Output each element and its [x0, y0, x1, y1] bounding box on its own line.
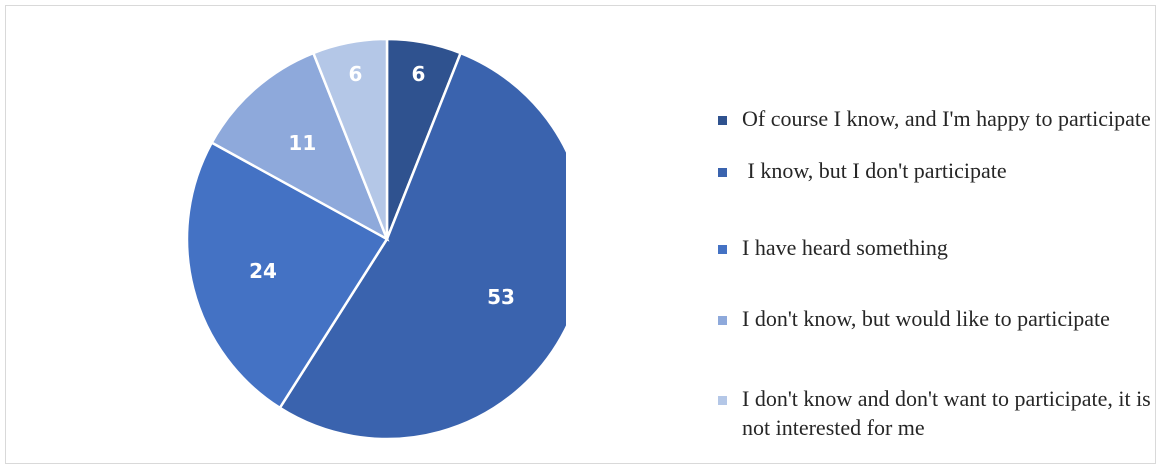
pie-chart: 6 53 24 11 6 [185, 37, 566, 441]
slice-value-label: 53 [487, 285, 515, 309]
legend-label: I know, but I don't participate [742, 158, 1007, 183]
pie-slice [210, 51, 390, 242]
legend-item: I have heard something [718, 233, 1158, 262]
pie-slice [185, 140, 389, 410]
slice-value-label: 24 [249, 259, 277, 283]
legend-marker-icon [718, 396, 727, 405]
legend-marker-icon [718, 116, 727, 125]
legend-label: Of course I know, and I'm happy to parti… [742, 106, 1151, 131]
legend-label: I don't know, but would like to particip… [742, 306, 1110, 331]
legend-item: Of course I know, and I'm happy to parti… [718, 104, 1158, 133]
legend-item: I don't know, but would like to particip… [718, 304, 1158, 333]
slice-value-label: 6 [412, 62, 426, 86]
legend-label: I have heard something [742, 235, 948, 260]
pie-slice [278, 51, 566, 441]
legend-marker-icon [718, 245, 727, 254]
chart-area: 6 53 24 11 6 Of course I know, and I'm happy… [5, 5, 1156, 464]
legend-marker-icon [718, 168, 727, 177]
legend-item: I know, but I don't participate [718, 156, 1158, 185]
legend-marker-icon [718, 316, 727, 325]
pie-slice [311, 37, 389, 240]
legend-item: I don't know and don't want to participa… [718, 384, 1158, 442]
slice-value-label: 11 [288, 131, 316, 155]
slice-value-label: 6 [349, 62, 363, 86]
legend-label: I don't know and don't want to participa… [742, 386, 1151, 440]
